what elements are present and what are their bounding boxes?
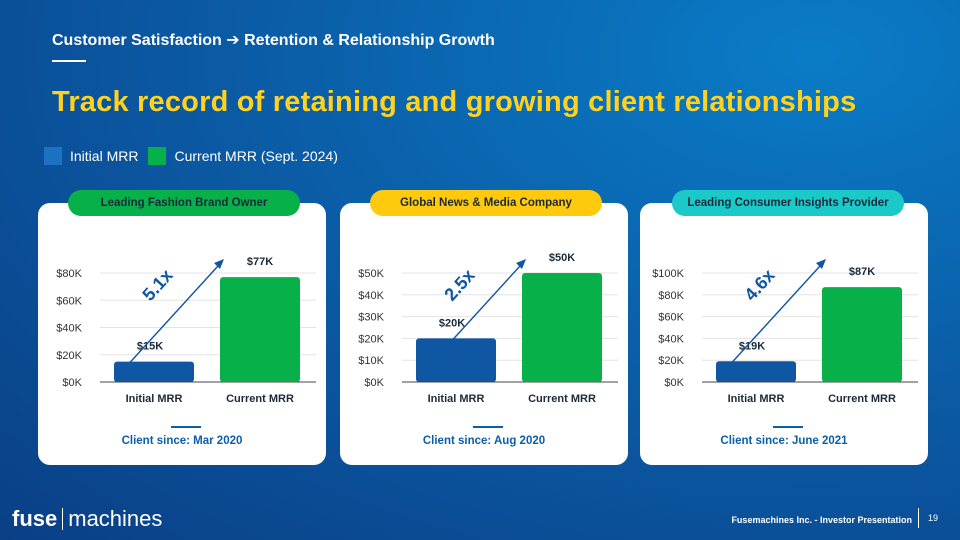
legend-item-current: Current MRR (Sept. 2024) xyxy=(148,147,338,165)
x-category-label: Current MRR xyxy=(226,393,294,405)
y-tick-label: $20K xyxy=(56,350,82,362)
subtitle-underline xyxy=(52,60,86,62)
legend-item-initial: Initial MRR xyxy=(44,147,138,165)
logo-bold: fuse xyxy=(12,506,58,531)
x-category-label: Initial MRR xyxy=(728,393,785,405)
growth-arrow xyxy=(123,265,219,370)
y-tick-label: $60K xyxy=(56,295,82,307)
growth-multiplier: 5.1x xyxy=(138,265,176,304)
client-since-label: Client since: Mar 2020 xyxy=(121,435,243,447)
legend-swatch-current xyxy=(148,147,167,165)
slide-headline: Track record of retaining and growing cl… xyxy=(52,86,857,118)
y-tick-label: $20K xyxy=(658,355,684,367)
growth-arrow xyxy=(725,265,821,370)
client-pill-insights: Leading Consumer Insights Provider xyxy=(672,190,904,216)
y-tick-label: $30K xyxy=(358,312,384,324)
y-tick-label: $60K xyxy=(658,312,684,324)
bar-current xyxy=(220,277,300,382)
client-card-insights: $0K $20K $40K $60K $80K $100K $19K Initial MRR $… xyxy=(640,203,928,465)
growth-arrow-head xyxy=(214,259,224,269)
since-divider xyxy=(473,426,503,428)
client-pill-fashion: Leading Fashion Brand Owner xyxy=(68,190,300,216)
fusemachines-logo: fuse machines xyxy=(12,506,162,532)
logo-light: machines xyxy=(68,506,163,531)
legend-label-initial: Initial MRR xyxy=(70,148,139,164)
growth-multiplier: 4.6x xyxy=(740,265,778,304)
y-tick-label: $0K xyxy=(62,377,82,389)
x-category-label: Initial MRR xyxy=(428,393,485,405)
y-tick-label: $10K xyxy=(358,355,384,367)
y-tick-label: $80K xyxy=(56,268,82,280)
logo-separator xyxy=(62,508,64,530)
y-tick-label: $40K xyxy=(658,333,684,345)
page-number: 19 xyxy=(928,513,939,523)
growth-arrow xyxy=(425,265,521,370)
footer-separator xyxy=(918,508,919,528)
bar-value-label: $19K xyxy=(739,340,765,352)
chart-news: $0K $10K $20K $30K $40K $50K $20K Initial MRR $5… xyxy=(358,252,618,405)
y-tick-label: $0K xyxy=(664,377,684,389)
y-tick-label: $40K xyxy=(358,290,384,302)
bar-initial xyxy=(416,338,496,382)
client-card-news: $0K $10K $20K $30K $40K $50K $20K Initial MRR $5… xyxy=(340,203,628,465)
growth-arrow-head xyxy=(516,259,526,269)
growth-arrow-head xyxy=(816,259,826,269)
slide-subtitle: Customer Satisfaction ➔ Retention & Rela… xyxy=(52,32,495,49)
bar-current xyxy=(522,273,602,382)
y-tick-label: $0K xyxy=(364,377,384,389)
footer-text: Fusemachines Inc. - Investor Presentatio… xyxy=(731,515,912,525)
chart-legend: Initial MRR Current MRR (Sept. 2024) xyxy=(44,147,348,165)
since-divider xyxy=(773,426,803,428)
y-tick-label: $20K xyxy=(358,333,384,345)
bar-value-label: $50K xyxy=(549,252,575,264)
bar-value-label: $87K xyxy=(849,266,875,278)
client-pill-news: Global News & Media Company xyxy=(370,190,602,216)
client-card-fashion: $0K $20K $40K $60K $80K $15K Initial MRR $77K Cu… xyxy=(38,203,326,465)
x-category-label: Initial MRR xyxy=(126,393,183,405)
bar-current xyxy=(822,287,902,382)
x-category-label: Current MRR xyxy=(528,393,596,405)
bar-value-label: $20K xyxy=(439,317,465,329)
since-divider xyxy=(171,426,201,428)
bar-initial xyxy=(114,361,194,382)
y-tick-label: $40K xyxy=(56,323,82,335)
y-tick-label: $50K xyxy=(358,268,384,280)
bar-initial xyxy=(716,361,796,382)
legend-swatch-initial xyxy=(44,147,62,165)
x-category-label: Current MRR xyxy=(828,393,896,405)
client-since-label: Client since: June 2021 xyxy=(720,435,848,447)
growth-multiplier: 2.5x xyxy=(440,265,478,304)
chart-fashion: $0K $20K $40K $60K $80K $15K Initial MRR $77K Cu… xyxy=(56,256,316,405)
bar-value-label: $15K xyxy=(137,341,163,353)
client-since-label: Client since: Aug 2020 xyxy=(422,435,546,447)
y-tick-label: $80K xyxy=(658,290,684,302)
y-tick-label: $100K xyxy=(652,268,684,280)
chart-insights: $0K $20K $40K $60K $80K $100K $19K Initial MRR $… xyxy=(652,259,918,405)
bar-value-label: $77K xyxy=(247,256,273,268)
legend-label-current: Current MRR (Sept. 2024) xyxy=(174,148,338,164)
